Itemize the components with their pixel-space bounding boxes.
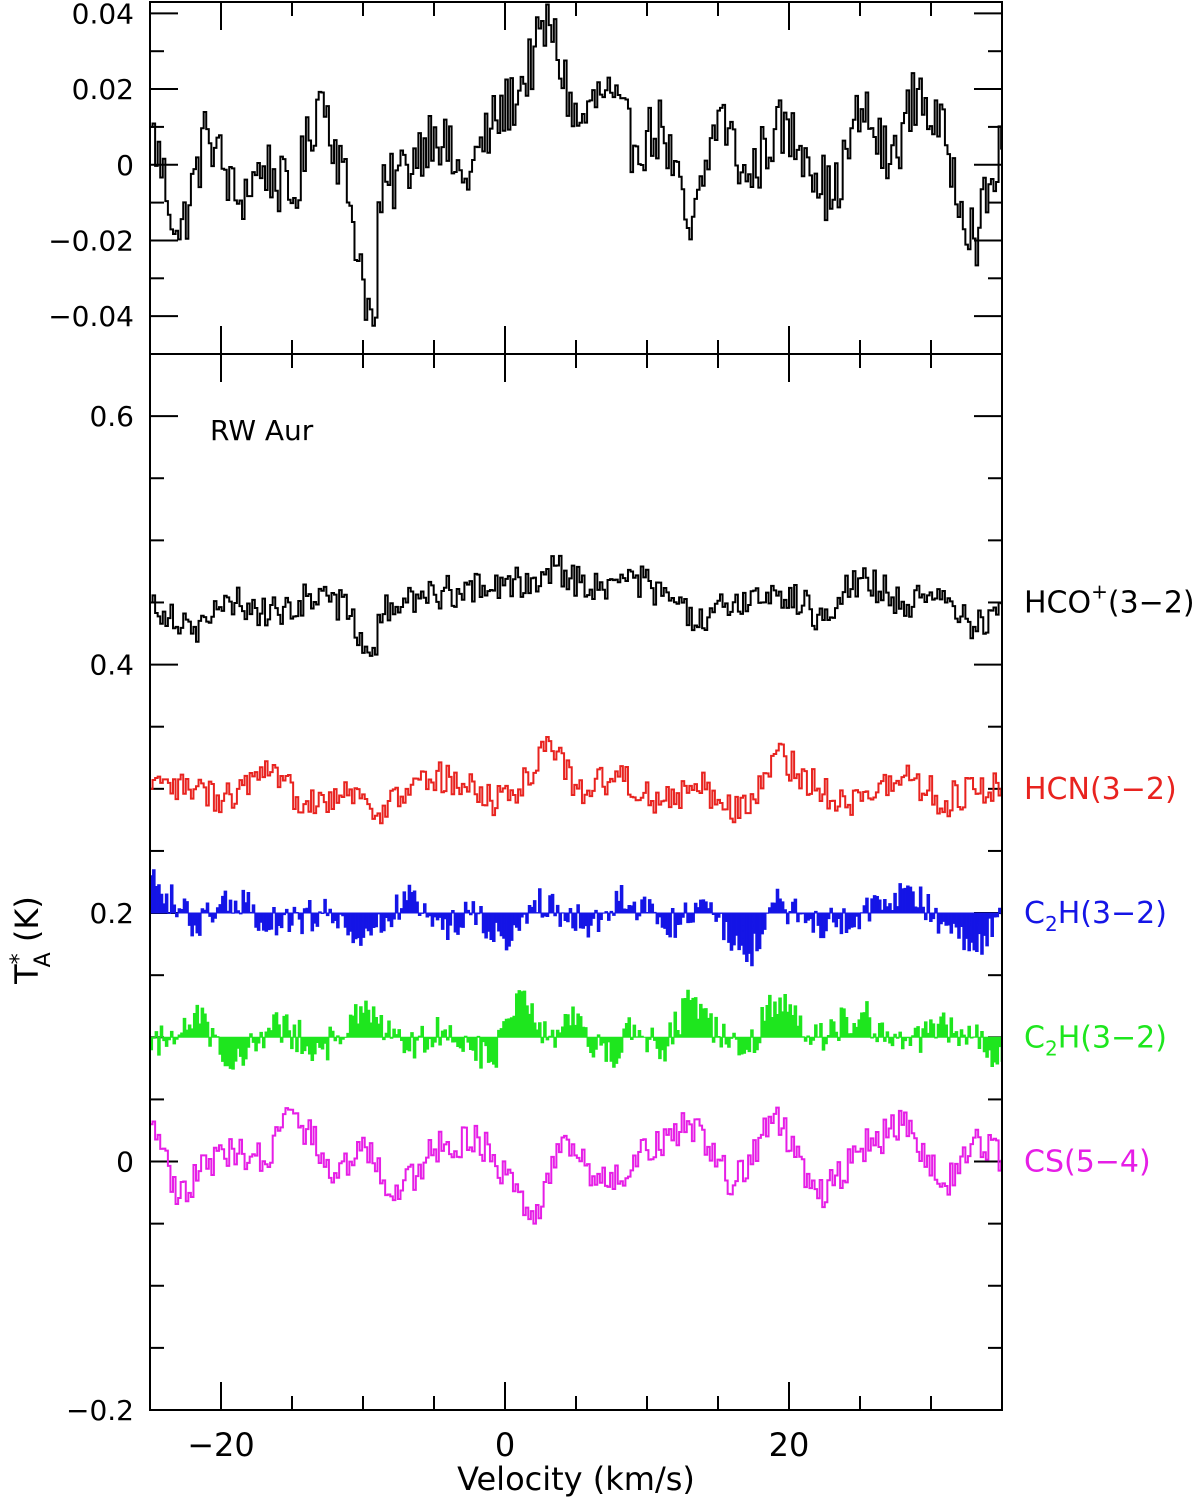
series-2	[150, 869, 1002, 967]
x-tick-label: 20	[769, 1426, 810, 1464]
series-1	[150, 736, 1002, 825]
x-axis-label: Velocity (km/s)	[457, 1460, 695, 1498]
top-plot-frame	[149, 1, 1003, 355]
y-tick-label: 0.02	[72, 73, 134, 106]
y-label-base: T	[8, 964, 46, 985]
spectrum-bars	[150, 989, 1002, 1070]
spectrum-line	[150, 3, 1002, 327]
series-label-rest: H(3−2)	[1058, 896, 1167, 931]
y-label-sup: *	[7, 953, 32, 964]
y-axis-label: T*A (K)	[7, 896, 56, 985]
bottom-plot-frame	[149, 353, 1003, 1411]
series-label: CS(5−4)	[1024, 1145, 1151, 1180]
series-label: C2H(3−2)	[1024, 1020, 1167, 1060]
series-0	[150, 554, 1002, 657]
series-label-sup: +	[1091, 579, 1108, 603]
y-tick-label: 0	[116, 1146, 134, 1179]
series-label-main: HCO	[1024, 585, 1091, 620]
series-label: HCO+(3−2)	[1024, 579, 1195, 620]
series-label: C2H(3−2)	[1024, 896, 1167, 936]
series-label-sub: 2	[1045, 1036, 1058, 1060]
series-label-main: HCN(3−2)	[1024, 772, 1177, 807]
rw-aur-annotation: RW Aur	[210, 414, 314, 447]
y-tick-label: −0.04	[48, 300, 134, 333]
y-tick-label: 0.04	[72, 0, 134, 30]
y-label-unit: (K)	[8, 896, 46, 952]
y-label-sub: A	[31, 952, 56, 967]
spectrum-line	[150, 736, 1002, 825]
series-3	[150, 989, 1002, 1070]
y-tick-label: 0.6	[89, 400, 134, 433]
y-tick-label: 0.4	[89, 649, 134, 682]
spectrum-bars	[150, 869, 1002, 967]
series-4	[150, 1106, 1002, 1225]
spectrum-line	[150, 554, 1002, 657]
y-tick-label: −0.2	[66, 1394, 134, 1427]
y-tick-label: −0.02	[48, 224, 134, 257]
series-label-rest: H(3−2)	[1058, 1020, 1167, 1055]
y-tick-label: 0.2	[89, 897, 134, 930]
bottom-panel: 0.6 0.4 0.2 0 −0.2 −20 0 20	[66, 354, 1002, 1464]
spectrum-line	[150, 1106, 1002, 1225]
series-label: HCN(3−2)	[1024, 772, 1177, 807]
series-label-main: C	[1024, 896, 1045, 931]
x-tick-label: 0	[495, 1426, 515, 1464]
x-tick-label: −20	[187, 1426, 255, 1464]
series-label-sub: 2	[1045, 912, 1058, 936]
series-labels: HCO+(3−2)HCN(3−2)C2H(3−2)C2H(3−2)CS(5−4)	[1024, 579, 1195, 1179]
series-label-main: CS(5−4)	[1024, 1145, 1151, 1180]
series-0	[150, 3, 1002, 327]
series-label-main: C	[1024, 1020, 1045, 1055]
top-panel: 0.04 0.02 0 −0.02 −0.04	[48, 0, 1002, 354]
series-label-rest: (3−2)	[1108, 585, 1195, 620]
y-tick-label: 0	[116, 149, 134, 182]
